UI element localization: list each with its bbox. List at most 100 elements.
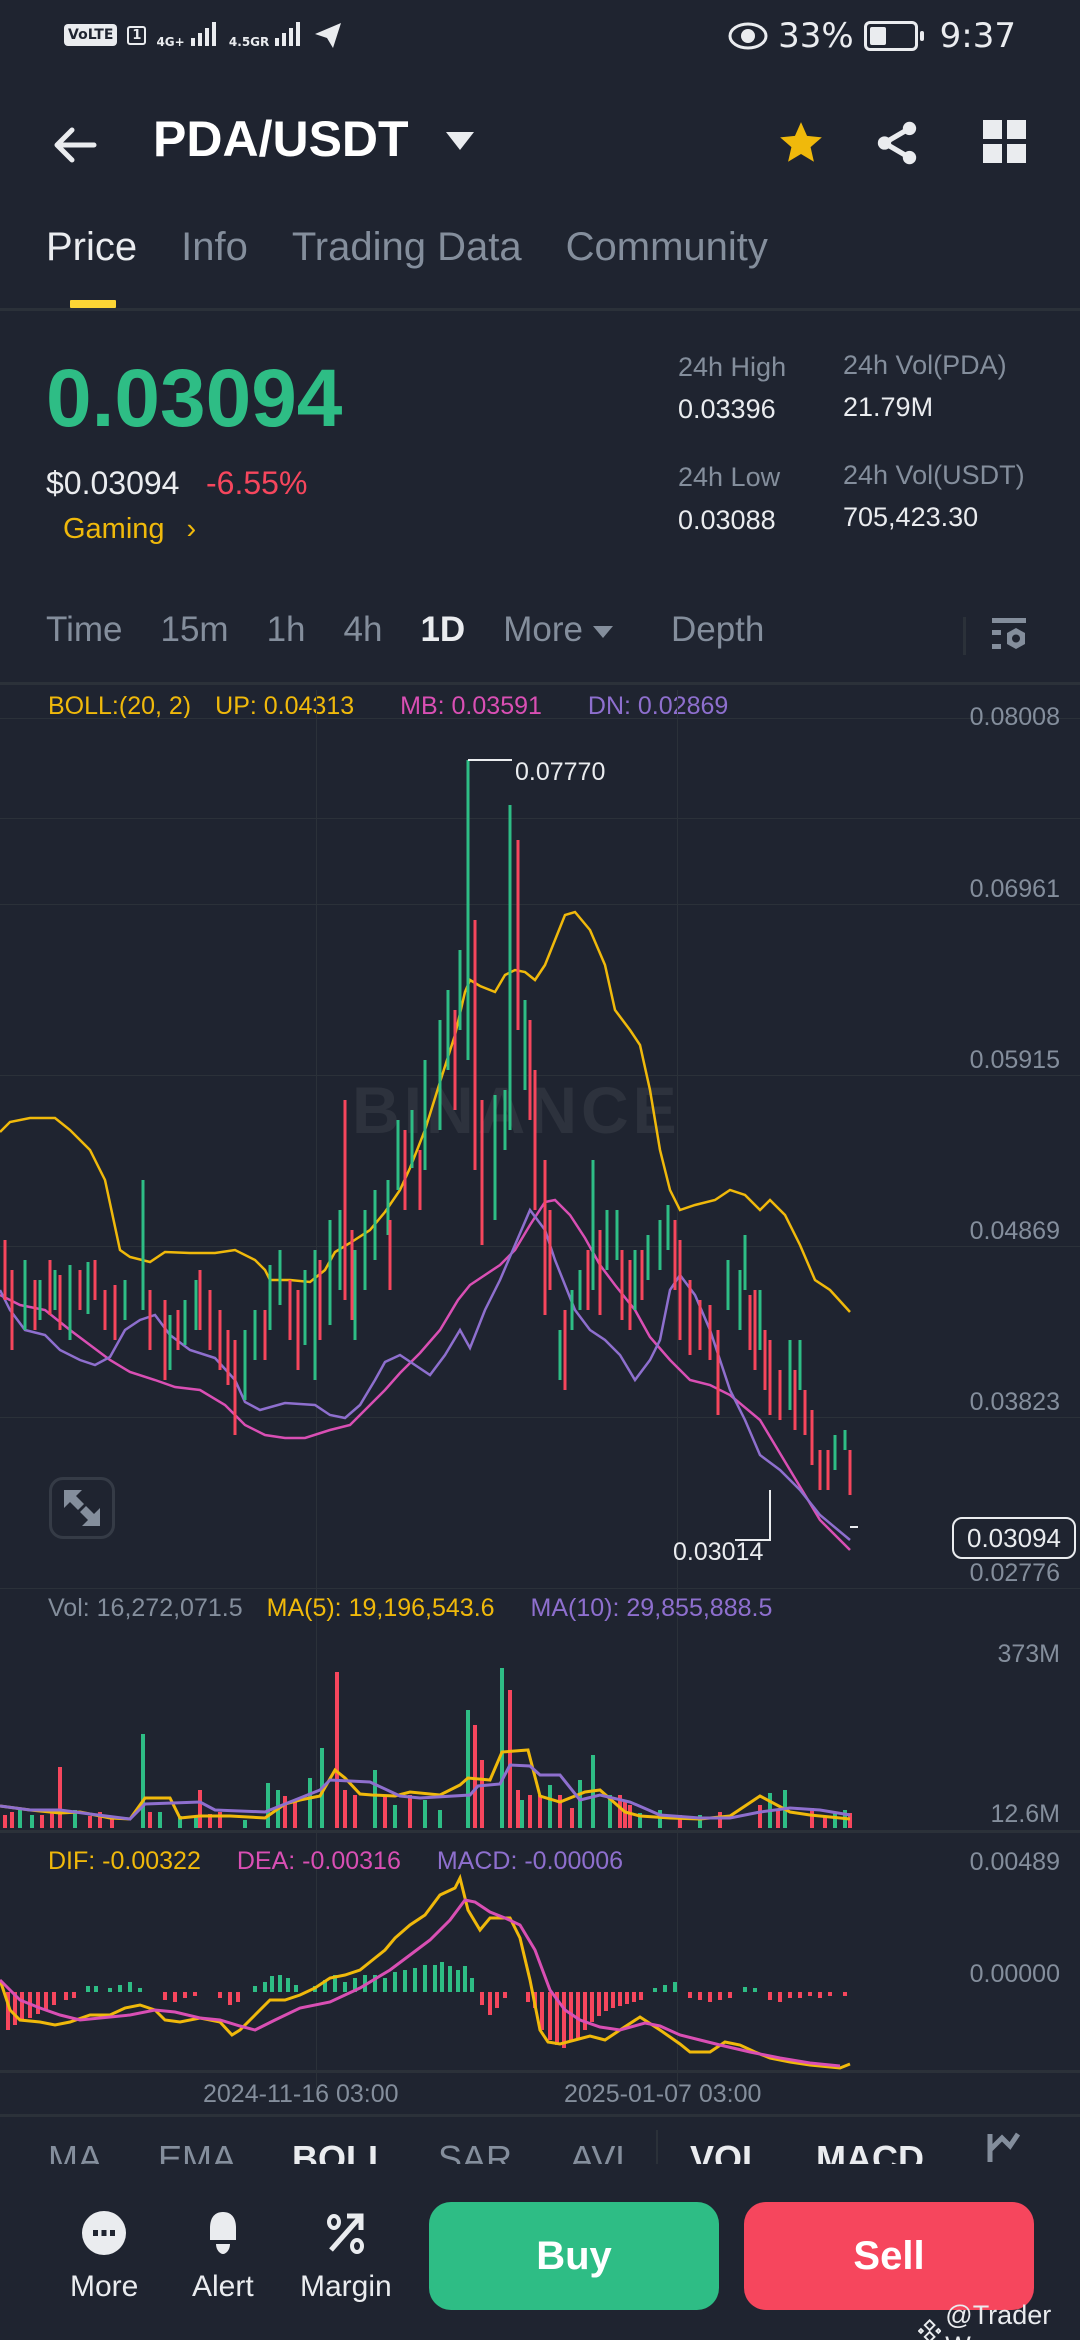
tab-info[interactable]: Info — [181, 225, 248, 269]
green-candles — [23, 760, 847, 1470]
interval-15m[interactable]: 15m — [160, 610, 229, 649]
interval-more-label: More — [503, 610, 583, 649]
x-axis-label: 2025-01-07 03:00 — [564, 2080, 762, 2108]
interval-1d[interactable]: 1D — [420, 610, 466, 649]
indicator-settings-icon[interactable] — [986, 2130, 1020, 2164]
y-axis-label: 0.05915 — [969, 1046, 1060, 1074]
high-price-marker: 0.07770 — [515, 758, 606, 786]
volume-chart[interactable] — [0, 1630, 860, 1830]
interval-time[interactable]: Time — [46, 610, 123, 649]
category-tag-label: Gaming — [63, 513, 165, 545]
page-tabs: Price Info Trading Data Community — [46, 225, 768, 270]
last-price: 0.03094 — [46, 353, 343, 444]
clock: 9:37 — [939, 16, 1016, 56]
vol-value: Vol: 16,272,071.5 — [48, 1594, 243, 1622]
more-button[interactable]: More — [70, 2210, 138, 2304]
vol-ma5: MA(5): 19,196,543.6 — [266, 1594, 495, 1622]
active-tab-indicator — [70, 300, 116, 308]
stat-value-high: 0.03396 — [678, 394, 776, 424]
caret-down-icon — [592, 625, 613, 638]
bell-icon — [209, 2212, 236, 2254]
pair-selector[interactable]: PDA/USDT — [153, 111, 409, 167]
gridline — [0, 718, 1080, 719]
status-right: 33% 9:37 — [728, 16, 1016, 56]
gridline — [0, 1588, 1080, 1589]
credit-text: @Trader W — [945, 2300, 1052, 2340]
macd-value: MACD: -0.00006 — [436, 1847, 624, 1875]
gridline — [0, 1246, 1080, 1247]
indicator-tab-vol[interactable]: VOL — [690, 2138, 765, 2164]
alert-button[interactable]: Alert — [192, 2210, 254, 2304]
battery-percent: 33% — [778, 16, 854, 56]
interval-more[interactable]: More — [503, 610, 613, 650]
vol-axis-label: 12.6M — [990, 1800, 1060, 1828]
network-type-label: 4G+ — [156, 35, 185, 49]
change-percent: -6.55% — [206, 465, 308, 501]
binance-logo-icon — [918, 2319, 942, 2340]
tab-price[interactable]: Price — [46, 225, 138, 269]
divider — [0, 682, 1080, 685]
indicator-tab-macd[interactable]: MACD — [816, 2138, 924, 2164]
stat-label-vol-base: 24h Vol(PDA) — [843, 350, 1007, 380]
divider — [0, 308, 1080, 311]
macd-dif: DIF: -0.00322 — [48, 1847, 201, 1875]
boll-up: UP: 0.04313 — [215, 692, 355, 720]
margin-button[interactable]: Margin — [300, 2210, 392, 2304]
signal-icon: 4.5GR — [229, 22, 304, 48]
sell-button[interactable]: Sell — [744, 2202, 1034, 2310]
vol-ma10: MA(10): 29,855,888.5 — [530, 1594, 773, 1622]
more-label: More — [70, 2270, 139, 2303]
x-axis-label: 2024-11-16 03:00 — [203, 2080, 399, 2108]
chart-settings-icon[interactable] — [990, 616, 1030, 656]
status-bar: VoLTE 1 4G+ 4.5GR 33% 9:37 — [0, 0, 1080, 80]
indicator-tab-avl[interactable]: AVL — [570, 2138, 636, 2164]
boll-legend: BOLL:(20, 2) UP: 0.04313 MB: 0.03591 DN:… — [48, 692, 728, 721]
star-icon[interactable] — [776, 118, 826, 168]
y-axis-label: 0.06961 — [969, 875, 1060, 903]
divider — [0, 2114, 1080, 2117]
y-axis-label: 0.08008 — [969, 703, 1060, 731]
indicator-tab-ema[interactable]: EMA — [158, 2138, 237, 2164]
more-dots-icon — [82, 2211, 127, 2255]
tab-community[interactable]: Community — [565, 225, 768, 269]
back-arrow-icon[interactable] — [48, 118, 102, 172]
boll-mb: MB: 0.03591 — [400, 692, 542, 720]
telegram-icon — [315, 23, 342, 48]
category-tag-link[interactable]: Gaming › — [63, 513, 196, 546]
indicator-tab-sar[interactable]: SAR — [438, 2138, 513, 2164]
interval-4h[interactable]: 4h — [343, 610, 383, 649]
share-icon[interactable] — [872, 118, 922, 168]
interval-1h[interactable]: 1h — [266, 610, 306, 649]
buy-button[interactable]: Buy — [429, 2202, 719, 2310]
stat-value-vol-quote: 705,423.30 — [843, 502, 979, 532]
signal-bars-icon — [190, 22, 216, 46]
candlestick-chart[interactable] — [0, 690, 860, 1590]
grid-icon[interactable] — [983, 120, 1027, 164]
gridline — [0, 904, 1080, 905]
macd-legend: DIF: -0.00322 DEA: -0.00316 MACD: -0.000… — [48, 1847, 623, 1876]
gridline — [677, 690, 678, 2088]
indicator-tab-ma[interactable]: MA — [48, 2138, 102, 2164]
volume-legend: Vol: 16,272,071.5 MA(5): 19,196,543.6 MA… — [48, 1594, 772, 1623]
interval-depth[interactable]: Depth — [670, 610, 765, 649]
network-type-label: 4.5GR — [228, 35, 270, 49]
macd-axis-label: 0.00000 — [969, 1960, 1060, 1988]
volte-icon: VoLTE — [64, 24, 118, 46]
divider — [656, 2130, 658, 2164]
indicator-tab-boll[interactable]: BOLL — [292, 2138, 390, 2164]
dropdown-caret-icon[interactable] — [446, 132, 474, 150]
tab-trading-data[interactable]: Trading Data — [291, 225, 522, 269]
vol-axis-label: 373M — [997, 1640, 1060, 1668]
boll-dn: DN: 0.02869 — [587, 692, 729, 720]
boll-params: BOLL:(20, 2) — [48, 692, 192, 720]
macd-chart[interactable] — [0, 1830, 860, 2070]
low-price-marker: 0.03014 — [673, 1538, 764, 1566]
percent-arrow-icon — [326, 2213, 364, 2254]
stat-label-low: 24h Low — [678, 462, 781, 492]
divider — [963, 617, 966, 655]
fullscreen-button[interactable] — [49, 1477, 115, 1539]
stat-label-vol-quote: 24h Vol(USDT) — [843, 460, 1025, 490]
stat-value-low: 0.03088 — [678, 505, 776, 535]
eye-icon — [728, 22, 768, 50]
interval-bar: Time 15m 1h 4h 1D More Depth — [46, 610, 802, 650]
